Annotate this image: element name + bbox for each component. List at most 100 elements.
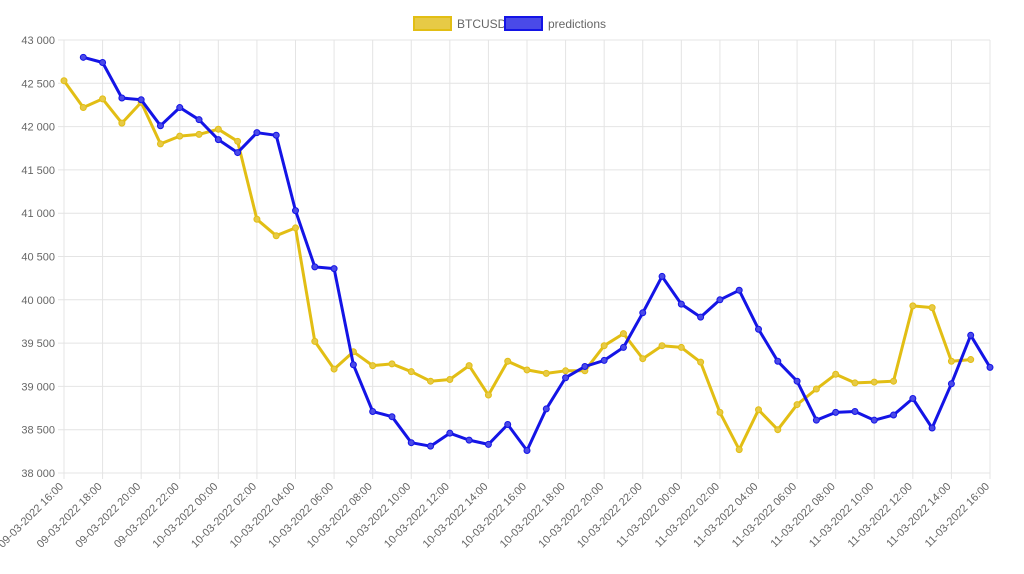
- data-point[interactable]: [832, 370, 840, 378]
- data-point[interactable]: [272, 232, 280, 240]
- x-tick-label: 10-03-2022 06:00: [266, 481, 336, 551]
- data-point[interactable]: [388, 360, 396, 368]
- data-point[interactable]: [870, 416, 878, 424]
- data-point[interactable]: [504, 421, 512, 429]
- data-point[interactable]: [967, 331, 975, 339]
- data-point[interactable]: [504, 357, 512, 365]
- legend-item-predictions[interactable]: predictions: [504, 16, 606, 31]
- data-point[interactable]: [195, 116, 203, 124]
- data-point[interactable]: [484, 440, 492, 448]
- data-point[interactable]: [619, 330, 627, 338]
- data-point[interactable]: [581, 362, 589, 370]
- data-point[interactable]: [542, 405, 550, 413]
- data-point[interactable]: [427, 377, 435, 385]
- data-point[interactable]: [446, 375, 454, 383]
- data-point[interactable]: [253, 129, 261, 137]
- data-point[interactable]: [292, 207, 299, 215]
- data-point[interactable]: [619, 343, 627, 351]
- data-point[interactable]: [388, 413, 396, 421]
- legend[interactable]: BTCUSD predictions: [413, 16, 606, 31]
- data-point[interactable]: [523, 366, 531, 374]
- data-point[interactable]: [716, 408, 724, 416]
- data-point[interactable]: [407, 439, 415, 447]
- data-point[interactable]: [947, 380, 955, 388]
- series-btcusd: [60, 77, 975, 454]
- series-predictions: [79, 53, 994, 454]
- data-point[interactable]: [60, 77, 68, 85]
- data-point[interactable]: [639, 309, 647, 317]
- data-point[interactable]: [330, 265, 338, 273]
- data-point[interactable]: [369, 408, 377, 416]
- data-point[interactable]: [658, 272, 666, 280]
- data-point[interactable]: [755, 325, 762, 333]
- data-point[interactable]: [562, 367, 570, 375]
- data-point[interactable]: [967, 356, 975, 364]
- data-point[interactable]: [137, 96, 145, 104]
- data-point[interactable]: [928, 304, 936, 312]
- data-point[interactable]: [890, 377, 898, 385]
- data-point[interactable]: [928, 424, 936, 432]
- data-point[interactable]: [793, 377, 801, 385]
- data-point[interactable]: [79, 104, 87, 112]
- data-point[interactable]: [735, 446, 743, 454]
- data-point[interactable]: [465, 362, 473, 370]
- data-point[interactable]: [890, 411, 898, 419]
- data-point[interactable]: [253, 215, 261, 223]
- data-point[interactable]: [947, 357, 955, 365]
- data-point[interactable]: [176, 132, 184, 140]
- data-point[interactable]: [697, 358, 705, 366]
- data-point[interactable]: [465, 436, 473, 444]
- data-point[interactable]: [427, 442, 435, 450]
- data-point[interactable]: [774, 357, 782, 365]
- data-point[interactable]: [484, 391, 492, 399]
- data-point[interactable]: [156, 122, 164, 130]
- data-point[interactable]: [214, 125, 222, 133]
- data-point[interactable]: [272, 131, 280, 139]
- data-point[interactable]: [600, 356, 608, 364]
- data-point[interactable]: [697, 313, 705, 321]
- data-point[interactable]: [851, 379, 859, 387]
- data-point[interactable]: [755, 406, 762, 414]
- data-point[interactable]: [812, 416, 820, 424]
- data-point[interactable]: [118, 94, 126, 102]
- data-point[interactable]: [292, 224, 299, 232]
- data-point[interactable]: [118, 119, 126, 127]
- data-point[interactable]: [986, 363, 994, 371]
- data-point[interactable]: [234, 137, 242, 145]
- data-point[interactable]: [677, 300, 685, 308]
- data-point[interactable]: [542, 369, 550, 377]
- data-point[interactable]: [812, 385, 820, 393]
- data-point[interactable]: [99, 59, 107, 67]
- data-point[interactable]: [369, 362, 377, 370]
- data-point[interactable]: [909, 395, 917, 403]
- data-point[interactable]: [234, 149, 242, 157]
- data-point[interactable]: [176, 104, 184, 112]
- data-point[interactable]: [349, 361, 357, 369]
- data-point[interactable]: [639, 355, 647, 363]
- data-point[interactable]: [311, 263, 319, 271]
- data-point[interactable]: [311, 337, 319, 345]
- data-point[interactable]: [851, 408, 859, 416]
- data-point[interactable]: [870, 378, 878, 386]
- data-point[interactable]: [832, 408, 840, 416]
- data-point[interactable]: [407, 368, 415, 376]
- data-point[interactable]: [774, 426, 782, 434]
- data-point[interactable]: [793, 401, 801, 409]
- data-point[interactable]: [446, 429, 454, 437]
- data-point[interactable]: [716, 296, 724, 304]
- data-point[interactable]: [214, 136, 222, 144]
- legend-item-btcusd[interactable]: BTCUSD: [413, 16, 507, 31]
- data-point[interactable]: [99, 95, 107, 103]
- data-point[interactable]: [195, 130, 203, 138]
- data-point[interactable]: [523, 446, 531, 454]
- data-point[interactable]: [735, 286, 743, 294]
- data-point[interactable]: [562, 374, 570, 382]
- data-point[interactable]: [909, 302, 917, 310]
- x-tick-label: 09-03-2022 20:00: [73, 481, 143, 551]
- data-point[interactable]: [658, 342, 666, 350]
- data-point[interactable]: [79, 53, 87, 61]
- data-point[interactable]: [600, 342, 608, 350]
- data-point[interactable]: [677, 343, 685, 351]
- data-point[interactable]: [330, 365, 338, 373]
- data-point[interactable]: [156, 140, 164, 148]
